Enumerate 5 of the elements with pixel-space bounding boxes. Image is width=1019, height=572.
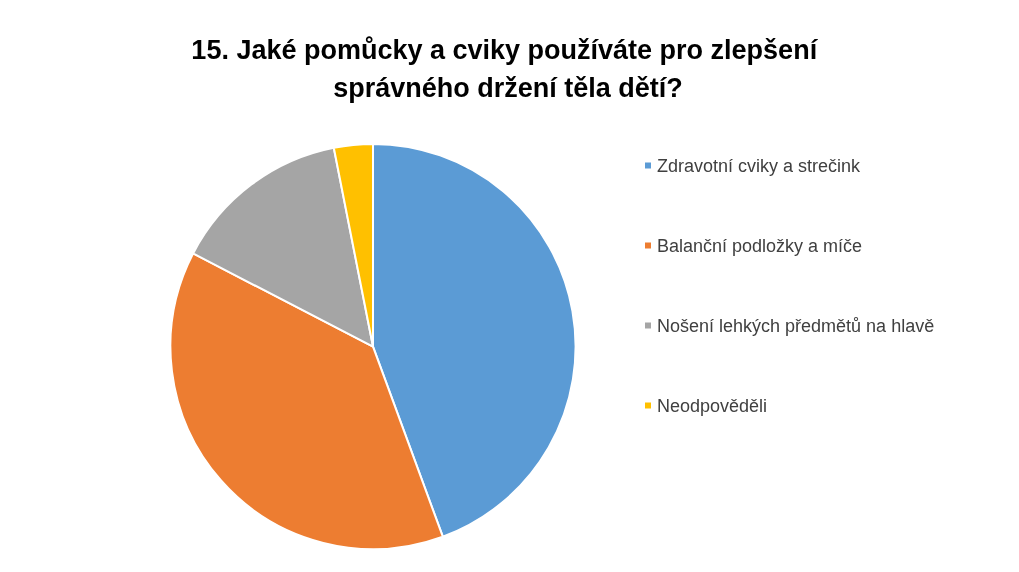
legend-label: Nošení lehkých předmětů na hlavě (657, 315, 935, 336)
legend-label: Balanční podložky a míče (657, 235, 863, 256)
legend-label: Zdravotní cviky a strečink (657, 155, 862, 176)
chart-title: 15. Jaké pomůcky a cviky používáte pro zlepšení správného držení těla dětí? (191, 35, 825, 103)
legend-label: Neodpověděli (657, 395, 768, 416)
